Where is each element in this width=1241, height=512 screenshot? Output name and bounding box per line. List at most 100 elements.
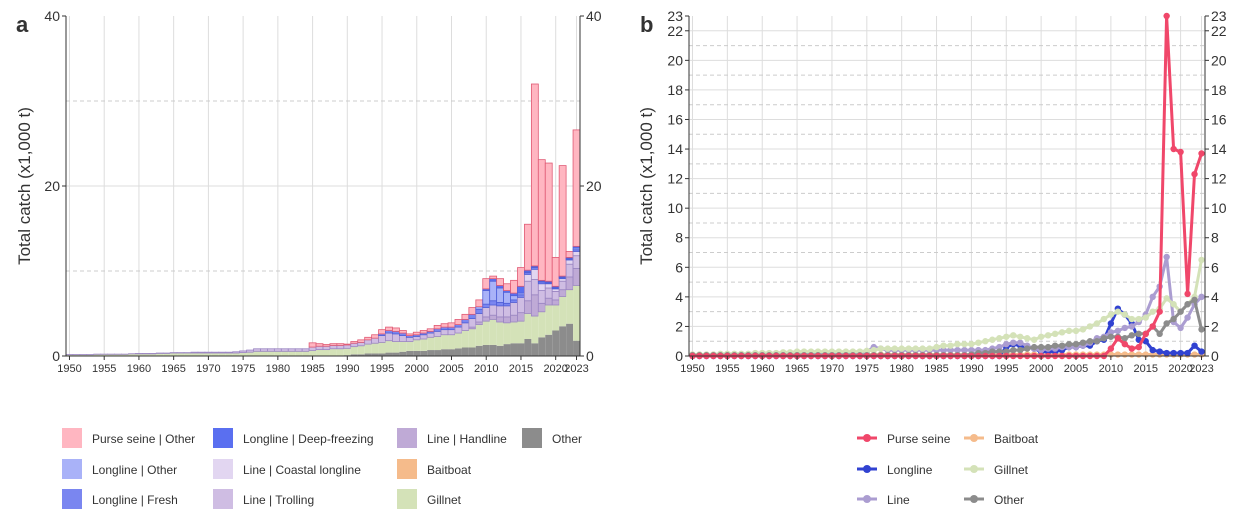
bar-segment <box>420 339 428 351</box>
bar-segment <box>461 322 470 331</box>
bar-segment <box>357 354 365 356</box>
bar-segment <box>454 319 463 325</box>
bar-segment <box>406 350 414 356</box>
data-point <box>1100 315 1108 323</box>
bar-segment <box>517 312 525 322</box>
bar-segment <box>86 354 94 356</box>
bar-segment <box>454 326 463 334</box>
x-tick-label: 1960 <box>127 363 151 375</box>
bar-segment <box>544 297 553 306</box>
x-tick-label: 1975 <box>855 363 879 375</box>
data-point <box>1163 349 1170 357</box>
bar-segment <box>336 343 345 346</box>
bar-segment <box>503 291 511 304</box>
data-point <box>1135 315 1142 323</box>
x-tick-label: 1965 <box>161 363 185 375</box>
data-point <box>1010 339 1017 346</box>
y-tick-label: 22 <box>667 23 683 39</box>
y-tick-label-right: 0 <box>586 348 594 364</box>
data-point <box>1086 338 1094 345</box>
bar-segment <box>364 339 373 345</box>
bar-segment <box>350 341 359 344</box>
bar-segment <box>246 349 254 353</box>
data-point <box>1037 343 1045 351</box>
data-point <box>1177 148 1184 156</box>
bar-segment <box>364 336 373 341</box>
x-tick-label: 2005 <box>1064 363 1088 375</box>
bar-segment <box>448 334 455 350</box>
y-tick-label-right: 40 <box>586 8 602 24</box>
bar-segment <box>565 263 574 278</box>
bar-segment <box>524 313 532 339</box>
legend-label: Baitboat <box>994 432 1039 446</box>
bar-segment <box>253 351 261 356</box>
bar-segment <box>572 251 581 257</box>
bar-segment <box>530 294 539 317</box>
x-tick-label: 2015 <box>1133 363 1157 375</box>
y-tick-label-right: 22 <box>1211 23 1227 39</box>
bar-segment <box>434 336 442 351</box>
bar-segment <box>558 289 567 297</box>
x-tick-label: 1995 <box>994 363 1018 375</box>
data-point <box>1149 323 1156 330</box>
bar-segment <box>524 223 532 271</box>
bar-segment <box>468 313 477 320</box>
bar-segment <box>197 351 206 354</box>
data-point <box>1191 296 1198 304</box>
data-point <box>1114 351 1122 358</box>
data-point <box>1177 349 1184 357</box>
bar-segment <box>225 353 233 356</box>
bar-segment <box>211 353 219 356</box>
y-tick-label-right: 6 <box>1211 259 1219 275</box>
data-point <box>1135 343 1142 351</box>
bar-segment <box>475 324 483 346</box>
bar-segment <box>287 348 296 352</box>
bar-segment <box>246 352 254 356</box>
bar-segment <box>530 279 539 296</box>
legend-label: Other <box>552 432 582 446</box>
bar-segment <box>489 319 497 345</box>
data-point <box>989 336 996 343</box>
bar-segment <box>218 351 227 354</box>
bar-segment <box>426 328 435 332</box>
data-point <box>1135 351 1142 358</box>
data-point <box>1170 349 1177 357</box>
bar-segment <box>100 354 108 356</box>
bar-segment <box>489 280 498 302</box>
bar-segment <box>482 307 491 318</box>
legend-label: Gillnet <box>994 463 1029 477</box>
data-point <box>975 339 982 346</box>
data-point <box>1107 333 1115 340</box>
data-point <box>1142 330 1149 338</box>
bar-segment <box>322 344 331 347</box>
data-point <box>996 335 1003 342</box>
data-point <box>1128 315 1135 323</box>
data-point <box>1114 335 1122 342</box>
bar-segment <box>558 280 567 291</box>
data-point <box>1114 327 1122 335</box>
data-point <box>1198 293 1205 301</box>
bar-segment <box>378 329 386 335</box>
bar-segment <box>114 354 122 356</box>
data-point <box>1128 345 1135 352</box>
data-point <box>968 346 975 354</box>
y-tick-label: 0 <box>52 348 60 364</box>
bar-segment <box>530 268 539 280</box>
y-tick-label: 6 <box>675 259 683 275</box>
data-point <box>1079 326 1087 333</box>
data-point <box>891 345 898 352</box>
x-tick-label: 1985 <box>924 363 948 375</box>
bar-segment <box>559 296 567 327</box>
data-point <box>1170 145 1177 153</box>
bar-segment <box>503 322 511 345</box>
bar-segment <box>489 304 498 316</box>
bar-segment <box>385 352 393 356</box>
bar-segment <box>197 353 205 356</box>
legend-marker <box>863 495 871 503</box>
data-point <box>1051 342 1059 349</box>
bar-segment <box>475 308 484 314</box>
bar-segment <box>385 340 393 353</box>
x-tick-label: 2015 <box>509 363 533 375</box>
data-point <box>912 345 919 352</box>
